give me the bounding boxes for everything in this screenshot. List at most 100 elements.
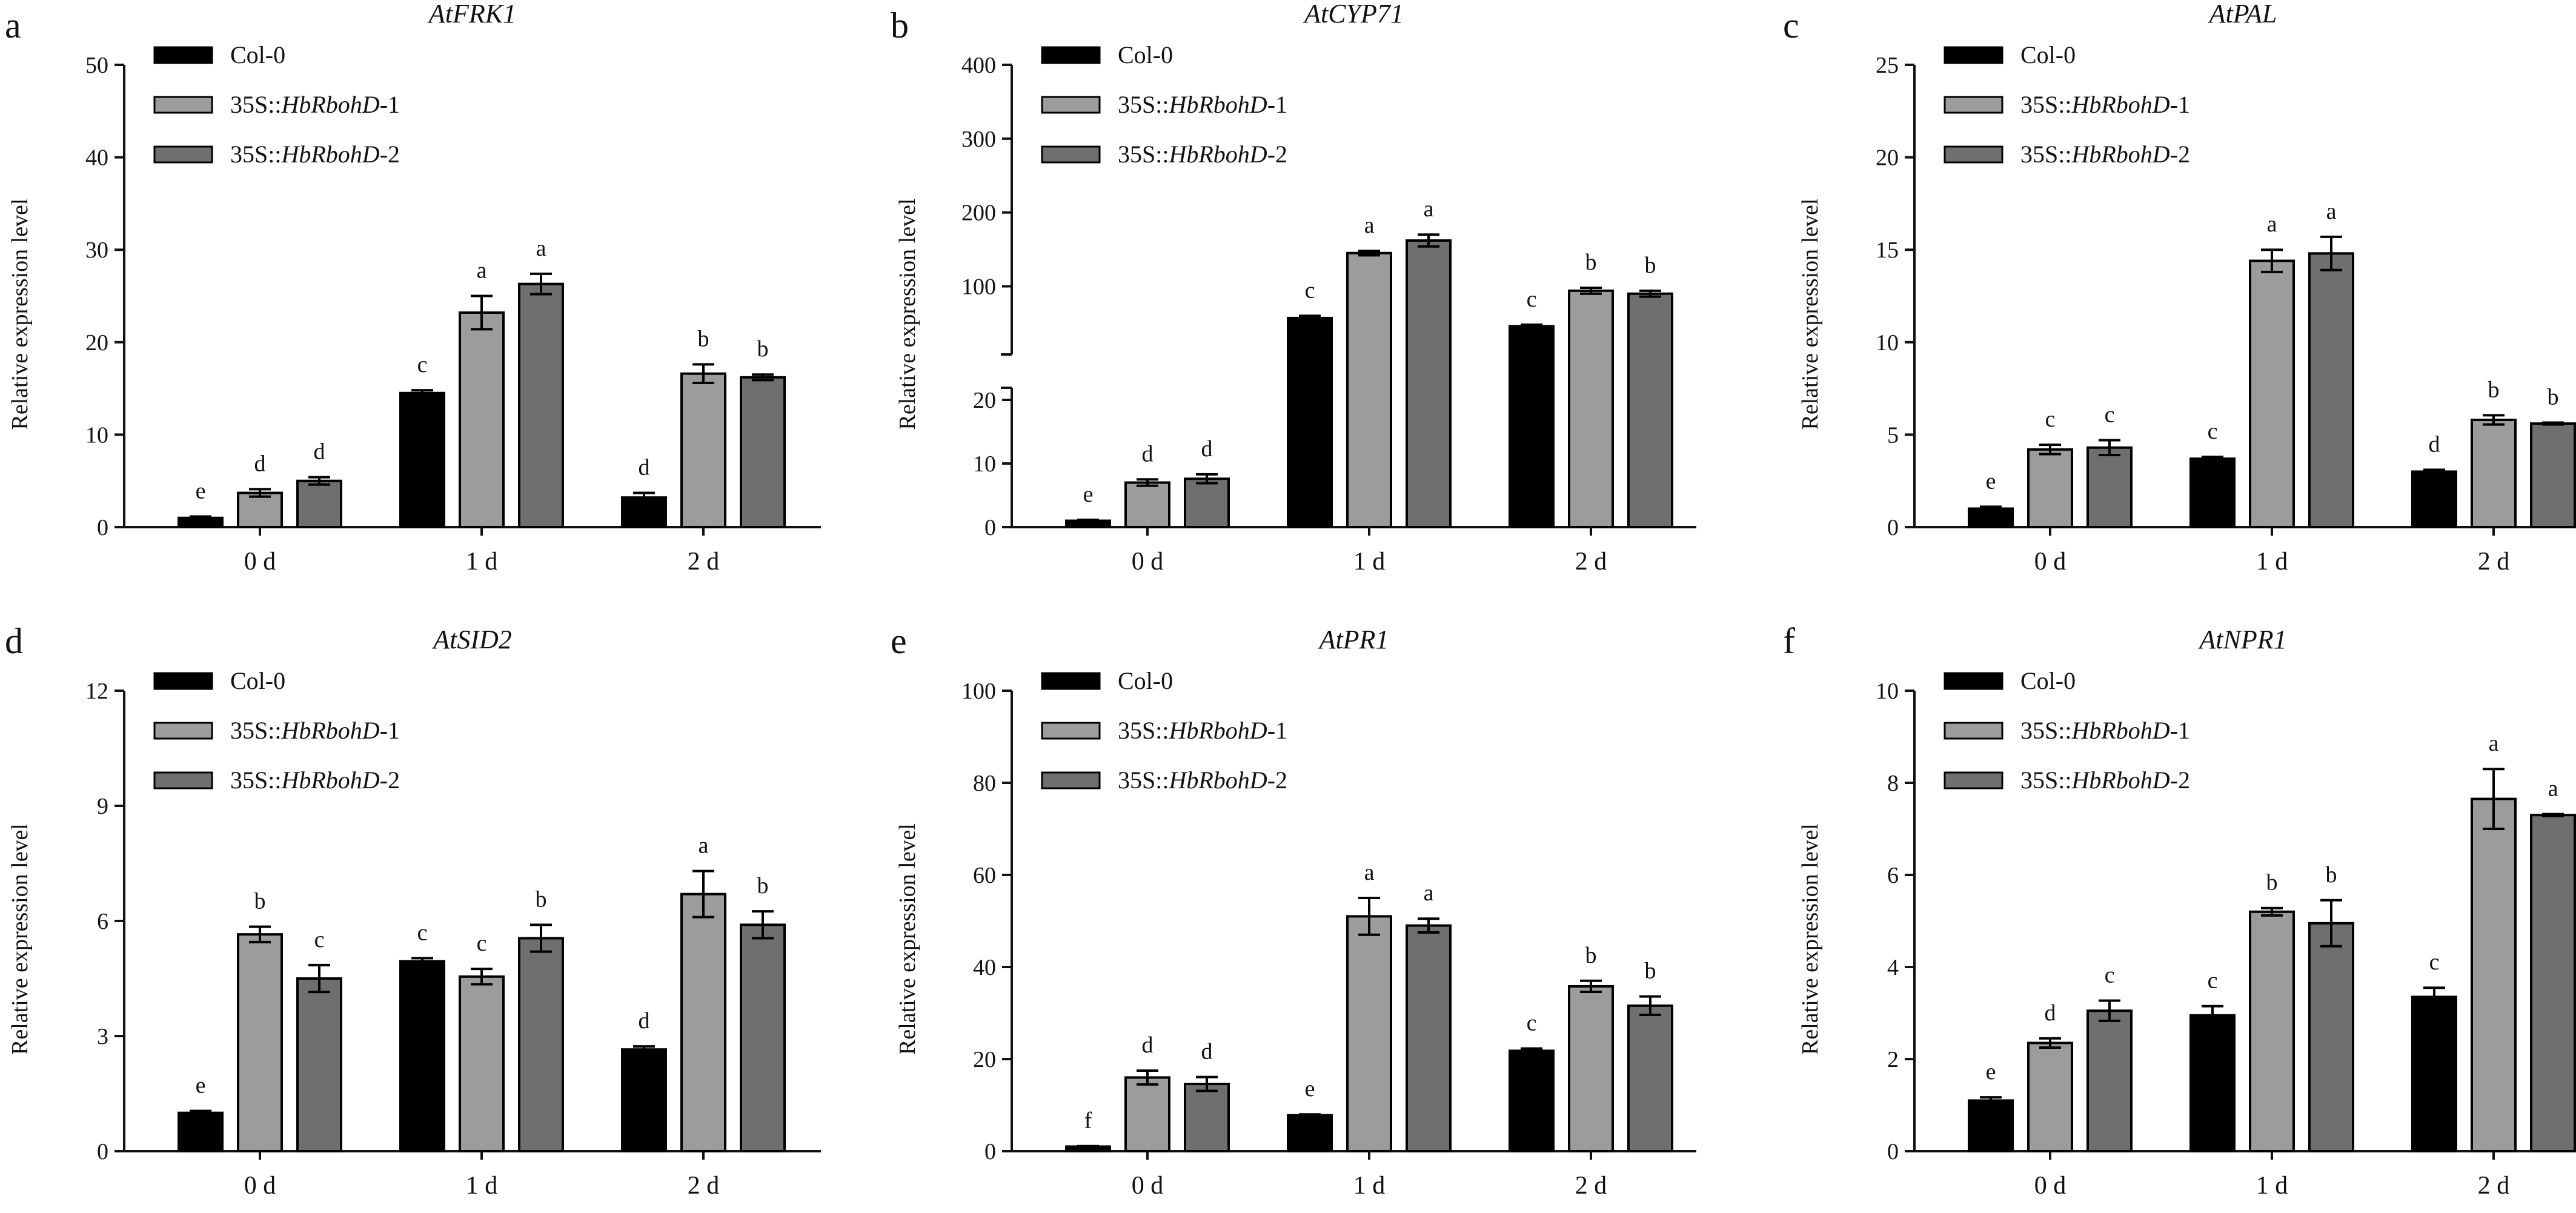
- y-tick-label: 12: [85, 679, 108, 704]
- bar: [237, 933, 283, 1152]
- legend-label-suffix: -2: [1267, 141, 1287, 168]
- significance-label: b: [1645, 253, 1656, 278]
- legend-swatch: [1041, 672, 1101, 690]
- bar: [2411, 995, 2457, 1153]
- legend-label: 35S::HbRbohD-2: [1118, 766, 1287, 794]
- bar: [237, 491, 283, 529]
- significance-label: c: [1527, 287, 1537, 312]
- legend-label-gene: HbRbohD: [281, 766, 379, 794]
- y-axis-label: Relative expression level: [1798, 823, 1823, 1055]
- panel-letter: e: [891, 621, 907, 661]
- significance-label: d: [2429, 431, 2440, 457]
- chart-panel-d: d AtSID2 0 3 6 9 12 Relative expression level e b…: [5, 621, 821, 1200]
- significance-label: a: [536, 236, 546, 261]
- legend-label-suffix: -1: [380, 717, 400, 744]
- bar: [1568, 289, 1614, 528]
- legend-label: 35S::HbRbohD-2: [2020, 141, 2190, 168]
- y-tick-label: 3: [97, 1024, 108, 1049]
- legend-label-prefix: 35S::: [2020, 141, 2071, 168]
- chart-panel-c: c AtPAL 0 5 10 15 20 25 Relative expression leve…: [1783, 0, 2576, 576]
- x-tick-label: 0 d: [244, 548, 276, 576]
- bar: [2086, 1009, 2133, 1152]
- y-tick-label: 20: [973, 388, 996, 413]
- legend-label-prefix: 35S::: [2020, 717, 2071, 744]
- y-axis-label: Relative expression level: [1798, 199, 1823, 430]
- legend-label-gene: HbRbohD: [281, 91, 379, 118]
- legend-swatch: [1041, 145, 1101, 164]
- significance-label: b: [1585, 943, 1597, 968]
- significance-label: e: [1083, 482, 1094, 507]
- significance-label: c: [2045, 407, 2056, 432]
- y-tick-label: 60: [973, 863, 996, 888]
- y-tick-label: 100: [961, 274, 996, 300]
- legend-label-prefix: 35S::: [230, 717, 281, 744]
- x-tick-label: 2 d: [688, 548, 720, 576]
- significance-label: b: [1645, 959, 1656, 984]
- panel-letter: f: [1783, 621, 1795, 661]
- bar: [399, 391, 445, 528]
- legend-label: Col-0: [1118, 41, 1173, 68]
- legend-label-gene: HbRbohD: [281, 141, 379, 168]
- y-tick-label: 0: [97, 1139, 108, 1165]
- legend-label-gene: HbRbohD: [2071, 717, 2169, 744]
- significance-label: e: [196, 478, 206, 503]
- bar: [1568, 985, 1614, 1153]
- bar: [2530, 814, 2576, 1152]
- significance-label: c: [417, 920, 428, 945]
- legend-label-prefix: 35S::: [230, 766, 281, 794]
- y-tick-label: 300: [961, 127, 996, 152]
- significance-label: d: [1142, 1032, 1154, 1058]
- bar: [1627, 1004, 1673, 1152]
- x-tick-label: 0 d: [1132, 1172, 1164, 1200]
- y-tick-label: 20: [1876, 145, 1899, 171]
- bar: [1124, 1076, 1170, 1153]
- y-tick-label: 200: [961, 201, 996, 226]
- legend-label-prefix: 35S::: [2020, 91, 2071, 118]
- bar: [1968, 1099, 2014, 1153]
- y-tick-label: 10: [1876, 679, 1899, 704]
- legend-swatch: [1041, 46, 1101, 64]
- significance-label: a: [699, 833, 709, 859]
- chart-panel-a: a AtFRK1 0 10 20 30 40 50 Relative expression le…: [5, 0, 821, 576]
- significance-label: b: [2548, 385, 2559, 410]
- bar: [1184, 1083, 1230, 1153]
- legend-label-suffix: -2: [380, 141, 400, 168]
- x-tick-label: 2 d: [1575, 1172, 1607, 1200]
- legend-label: 35S::HbRbohD-1: [2020, 91, 2190, 118]
- legend-label: 35S::HbRbohD-2: [1118, 141, 1287, 168]
- legend-label-gene: HbRbohD: [1168, 141, 1267, 168]
- significance-label: c: [477, 931, 487, 956]
- bar: [1124, 481, 1170, 528]
- legend-label-prefix: 35S::: [1118, 717, 1169, 744]
- legend-label-prefix: 35S::: [1118, 91, 1169, 118]
- legend-swatch: [153, 722, 213, 740]
- chart-title: AtFRK1: [427, 0, 516, 28]
- legend-label: Col-0: [2020, 41, 2076, 68]
- significance-label: b: [757, 873, 769, 899]
- y-axis-label: Relative expression level: [7, 199, 33, 430]
- bar: [1184, 477, 1230, 529]
- panel-letter: c: [1783, 5, 1799, 45]
- y-tick-label: 50: [85, 53, 108, 78]
- legend-swatch: [1944, 46, 2003, 64]
- bar: [2471, 418, 2517, 529]
- bar: [2308, 252, 2354, 528]
- legend-swatch: [153, 771, 213, 789]
- x-tick-label: 1 d: [466, 548, 498, 576]
- legend-label-suffix: -1: [380, 91, 400, 118]
- bar: [1509, 1049, 1555, 1152]
- y-tick-label: 0: [97, 515, 108, 540]
- legend-label-suffix: -1: [1267, 717, 1287, 744]
- y-tick-label: 40: [973, 955, 996, 980]
- bar: [296, 479, 342, 529]
- bar: [2530, 422, 2576, 529]
- panel-letter: b: [891, 5, 909, 45]
- y-axis-label: Relative expression level: [895, 823, 920, 1055]
- legend-label: Col-0: [2020, 667, 2076, 694]
- significance-label: a: [2267, 211, 2277, 237]
- bar: [399, 960, 445, 1152]
- bar: [1287, 316, 1333, 528]
- x-tick-label: 1 d: [1353, 548, 1386, 576]
